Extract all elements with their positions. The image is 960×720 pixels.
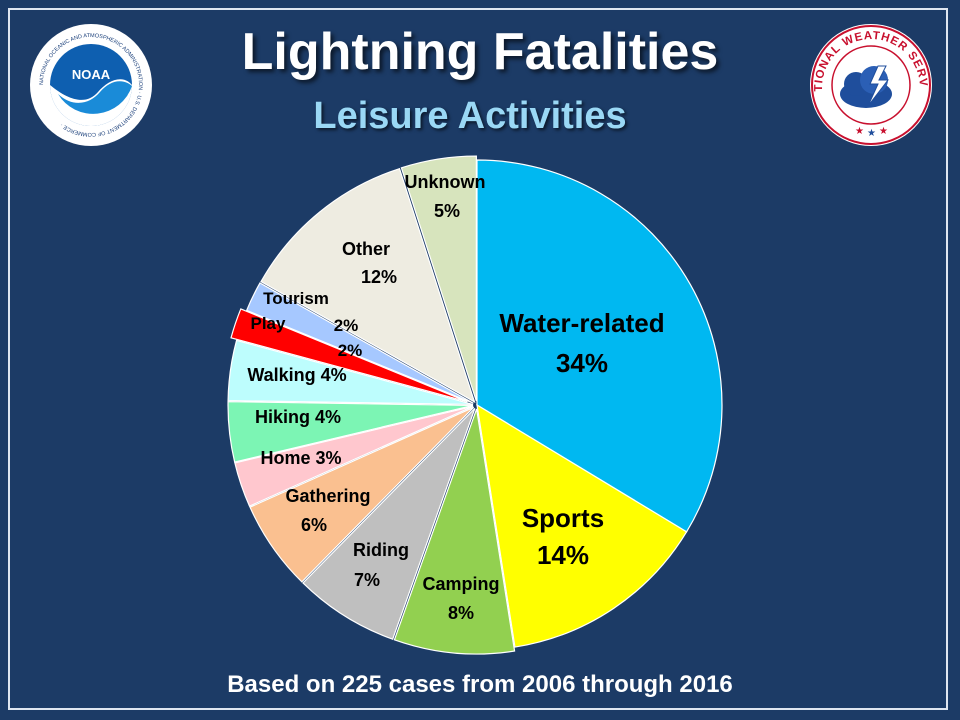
pie-slice-walking bbox=[227, 339, 474, 406]
slice-value-gathering: 6% bbox=[301, 515, 327, 535]
slice-label-play: Play bbox=[251, 314, 287, 333]
chart-subtitle: Leisure Activities bbox=[313, 95, 627, 137]
slice-value-riding: 7% bbox=[354, 570, 380, 590]
slice-label-walking: Walking 4% bbox=[247, 365, 346, 385]
slice-label-other: Other bbox=[342, 239, 390, 259]
pie-slice-camping bbox=[393, 408, 516, 655]
slice-value-unknown: 5% bbox=[434, 201, 460, 221]
svg-text:★: ★ bbox=[879, 126, 888, 137]
chart-title: Lightning Fatalities bbox=[241, 23, 719, 81]
pie-slice-water-related bbox=[476, 159, 723, 533]
pie-slice-riding bbox=[302, 407, 476, 640]
svg-text:★: ★ bbox=[855, 126, 864, 137]
slice-label-tourism: Tourism bbox=[263, 289, 329, 308]
nws-logo-icon: ★ ★ ★ NATIONAL WEATHER SERVICE bbox=[808, 22, 932, 146]
slice-value-tourism: 2% bbox=[334, 316, 359, 335]
slice-value-other: 12% bbox=[361, 267, 397, 287]
slice-value-camping: 8% bbox=[448, 603, 474, 623]
pie-slice-unknown bbox=[400, 155, 477, 402]
pie-slice-gathering bbox=[249, 406, 475, 583]
slice-value-sports: 14% bbox=[537, 540, 589, 570]
slice-label-sports: Sports bbox=[522, 503, 604, 533]
noaa-logo-icon: NOAA NATIONAL OCEANIC AND ATMOSPHERIC AD… bbox=[30, 24, 152, 146]
pie-slice-tourism bbox=[245, 282, 474, 404]
slide-frame bbox=[8, 8, 948, 710]
slice-label-unknown: Unknown bbox=[405, 172, 486, 192]
pie-slice-play bbox=[230, 308, 468, 403]
slice-label-home: Home 3% bbox=[260, 448, 341, 468]
pie-slice-other bbox=[260, 167, 476, 404]
slice-label-water-related: Water-related bbox=[499, 308, 664, 338]
slice-label-riding: Riding bbox=[353, 540, 409, 560]
slice-label-hiking: Hiking 4% bbox=[255, 407, 341, 427]
slice-label-gathering: Gathering bbox=[285, 486, 370, 506]
slice-value-play: 2% bbox=[338, 341, 363, 360]
slice-label-camping: Camping bbox=[422, 574, 499, 594]
pie-slice-hiking bbox=[227, 401, 474, 463]
svg-text:★: ★ bbox=[867, 128, 876, 139]
slice-value-water-related: 34% bbox=[556, 348, 608, 378]
noaa-logo-text: NOAA bbox=[72, 67, 111, 82]
footer-note: Based on 225 cases from 2006 through 201… bbox=[227, 671, 733, 698]
pie-slice-sports bbox=[476, 403, 688, 648]
pie-slice-home bbox=[234, 405, 474, 507]
